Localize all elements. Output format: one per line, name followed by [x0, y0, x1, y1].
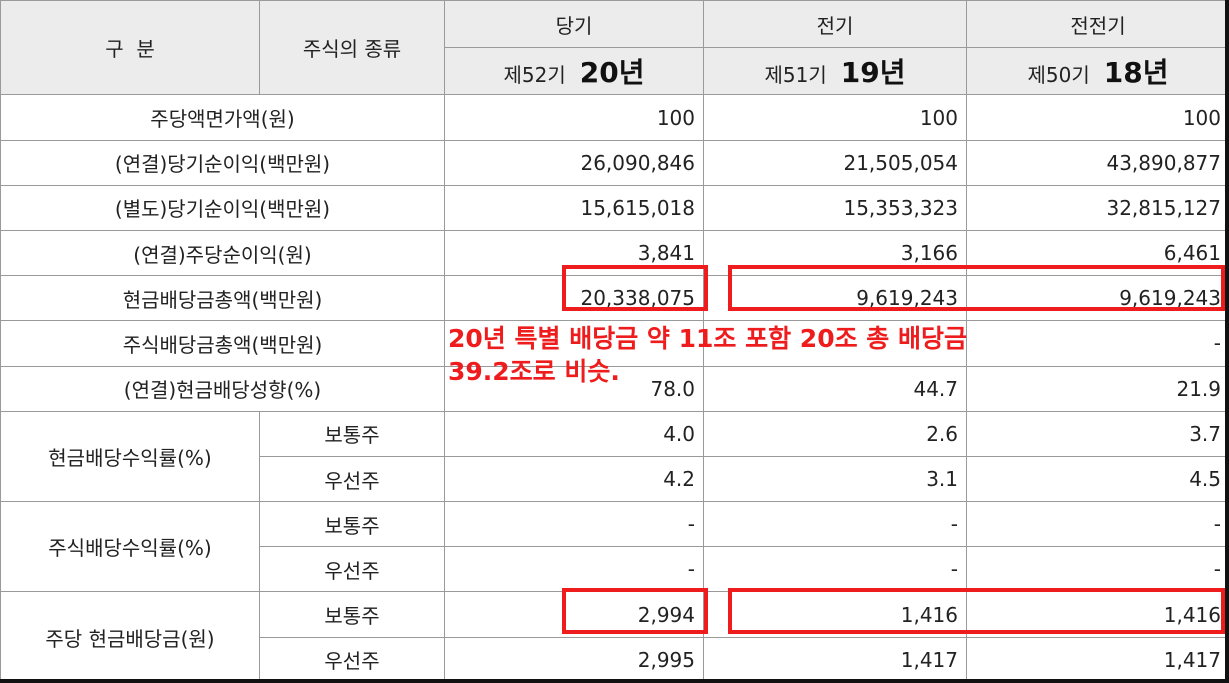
value-cell: 44.7: [703, 365, 967, 412]
value-cell: 9,619,243: [703, 275, 967, 322]
stock-type-label: 보통주: [259, 410, 445, 457]
header-previous: 전기: [703, 0, 967, 49]
table-row: (별도)당기순이익(백만원) 15,615,018 15,353,323 32,…: [0, 184, 1229, 231]
year-annotation: 18년: [1103, 56, 1169, 90]
value-cell: 2,994: [444, 591, 704, 638]
value-cell: 26,090,846: [444, 139, 704, 186]
table-row: 현금배당금총액(백만원) 20,338,075 9,619,243 9,619,…: [0, 275, 1229, 322]
value-cell: 21.9: [966, 365, 1229, 412]
stock-type-label: 보통주: [259, 591, 445, 638]
value-cell: -: [966, 501, 1229, 548]
period-label: 제52기: [503, 63, 566, 88]
stock-type-label: 보통주: [259, 501, 445, 548]
header-before-previous-period: 제50기 18년: [966, 47, 1229, 96]
annotation-line-1: 20년 특별 배당금 약 11조 포함 20조 총 배당금: [448, 324, 968, 353]
value-cell: 100: [966, 94, 1229, 141]
row-label: 현금배당금총액(백만원): [0, 275, 445, 322]
annotation-text: 20년 특별 배당금 약 11조 포함 20조 총 배당금 39.2조로 비슷.: [448, 322, 967, 388]
value-cell: 4.2: [444, 455, 704, 503]
value-cell: 2.6: [703, 410, 967, 457]
header-before-previous: 전전기: [966, 0, 1229, 49]
table-row: 우선주 4.2 3.1 4.5: [1, 455, 1229, 503]
header-previous-period: 제51기 19년: [703, 47, 967, 96]
value-cell: 4.0: [444, 410, 704, 457]
value-cell: 1,417: [703, 636, 967, 683]
row-label: (연결)현금배당성향(%): [0, 365, 445, 412]
value-cell: 21,505,054: [703, 139, 967, 186]
value-cell: 3.7: [966, 410, 1229, 457]
header-stock-type: 주식의 종류: [259, 0, 445, 96]
table-row: 주식배당수익률(%) 보통주 - - -: [0, 501, 1229, 593]
group-label: 현금배당수익률(%): [0, 410, 260, 503]
value-cell: 3,166: [703, 229, 967, 277]
header-category: 구 분: [0, 0, 260, 96]
value-cell: -: [966, 546, 1229, 593]
value-cell: 78.0: [444, 365, 704, 412]
group-label: 주식배당수익률(%): [0, 501, 260, 593]
value-cell: 3,841: [444, 229, 704, 277]
table-row: (연결)주당순이익(원) 3,841 3,166 6,461: [0, 229, 1229, 277]
header-current: 당기: [444, 0, 704, 49]
value-cell: 15,353,323: [703, 184, 967, 231]
table-row: (연결)현금배당성향(%) 78.0 44.7 21.9: [0, 365, 1229, 412]
row-label: (별도)당기순이익(백만원): [0, 184, 445, 231]
table-row: (연결)당기순이익(백만원) 26,090,846 21,505,054 43,…: [0, 139, 1229, 186]
year-annotation: 19년: [840, 56, 906, 90]
value-cell: 100: [444, 94, 704, 141]
table-row: 주당 현금배당금(원) 보통주 2,994 1,416 1,416: [0, 591, 1229, 683]
annotation-line-2: 39.2조로 비슷.: [448, 357, 620, 386]
table-row: 우선주 2,995 1,417 1,417: [1, 636, 1229, 683]
group-label: 주당 현금배당금(원): [0, 591, 260, 683]
value-cell: 4.5: [966, 455, 1229, 503]
table-row: 우선주 - - -: [1, 546, 1229, 593]
frame-border-bottom: [0, 679, 1229, 683]
stock-type-label: 우선주: [259, 455, 445, 503]
header-current-period: 제52기 20년: [444, 47, 704, 96]
value-cell: 100: [703, 94, 967, 141]
value-cell: 1,416: [966, 591, 1229, 638]
value-cell: 2,995: [444, 636, 704, 683]
frame-border-right: [1225, 0, 1229, 683]
row-label: 주당액면가액(원): [0, 94, 445, 141]
stock-type-label: 우선주: [259, 636, 445, 683]
value-cell: 32,815,127: [966, 184, 1229, 231]
stock-type-label: 우선주: [259, 546, 445, 593]
period-label: 제51기: [764, 63, 827, 88]
value-cell: 6,461: [966, 229, 1229, 277]
period-label: 제50기: [1027, 63, 1090, 88]
table-row: 주당액면가액(원) 100 100 100: [0, 94, 1229, 141]
value-cell: -: [703, 501, 967, 548]
value-cell: 1,416: [703, 591, 967, 638]
value-cell: -: [966, 320, 1229, 367]
value-cell: -: [444, 546, 704, 593]
value-cell: -: [444, 501, 704, 548]
value-cell: 20,338,075: [444, 275, 704, 322]
value-cell: 1,417: [966, 636, 1229, 683]
value-cell: -: [703, 546, 967, 593]
row-label: (연결)당기순이익(백만원): [0, 139, 445, 186]
row-label: (연결)주당순이익(원): [0, 229, 445, 277]
value-cell: 15,615,018: [444, 184, 704, 231]
value-cell: 3.1: [703, 455, 967, 503]
value-cell: 43,890,877: [966, 139, 1229, 186]
row-label: 주식배당금총액(백만원): [0, 320, 445, 367]
table-row: 현금배당수익률(%) 보통주 4.0 2.6 3.7: [0, 410, 1229, 503]
year-annotation: 20년: [579, 56, 645, 90]
value-cell: 9,619,243: [966, 275, 1229, 322]
